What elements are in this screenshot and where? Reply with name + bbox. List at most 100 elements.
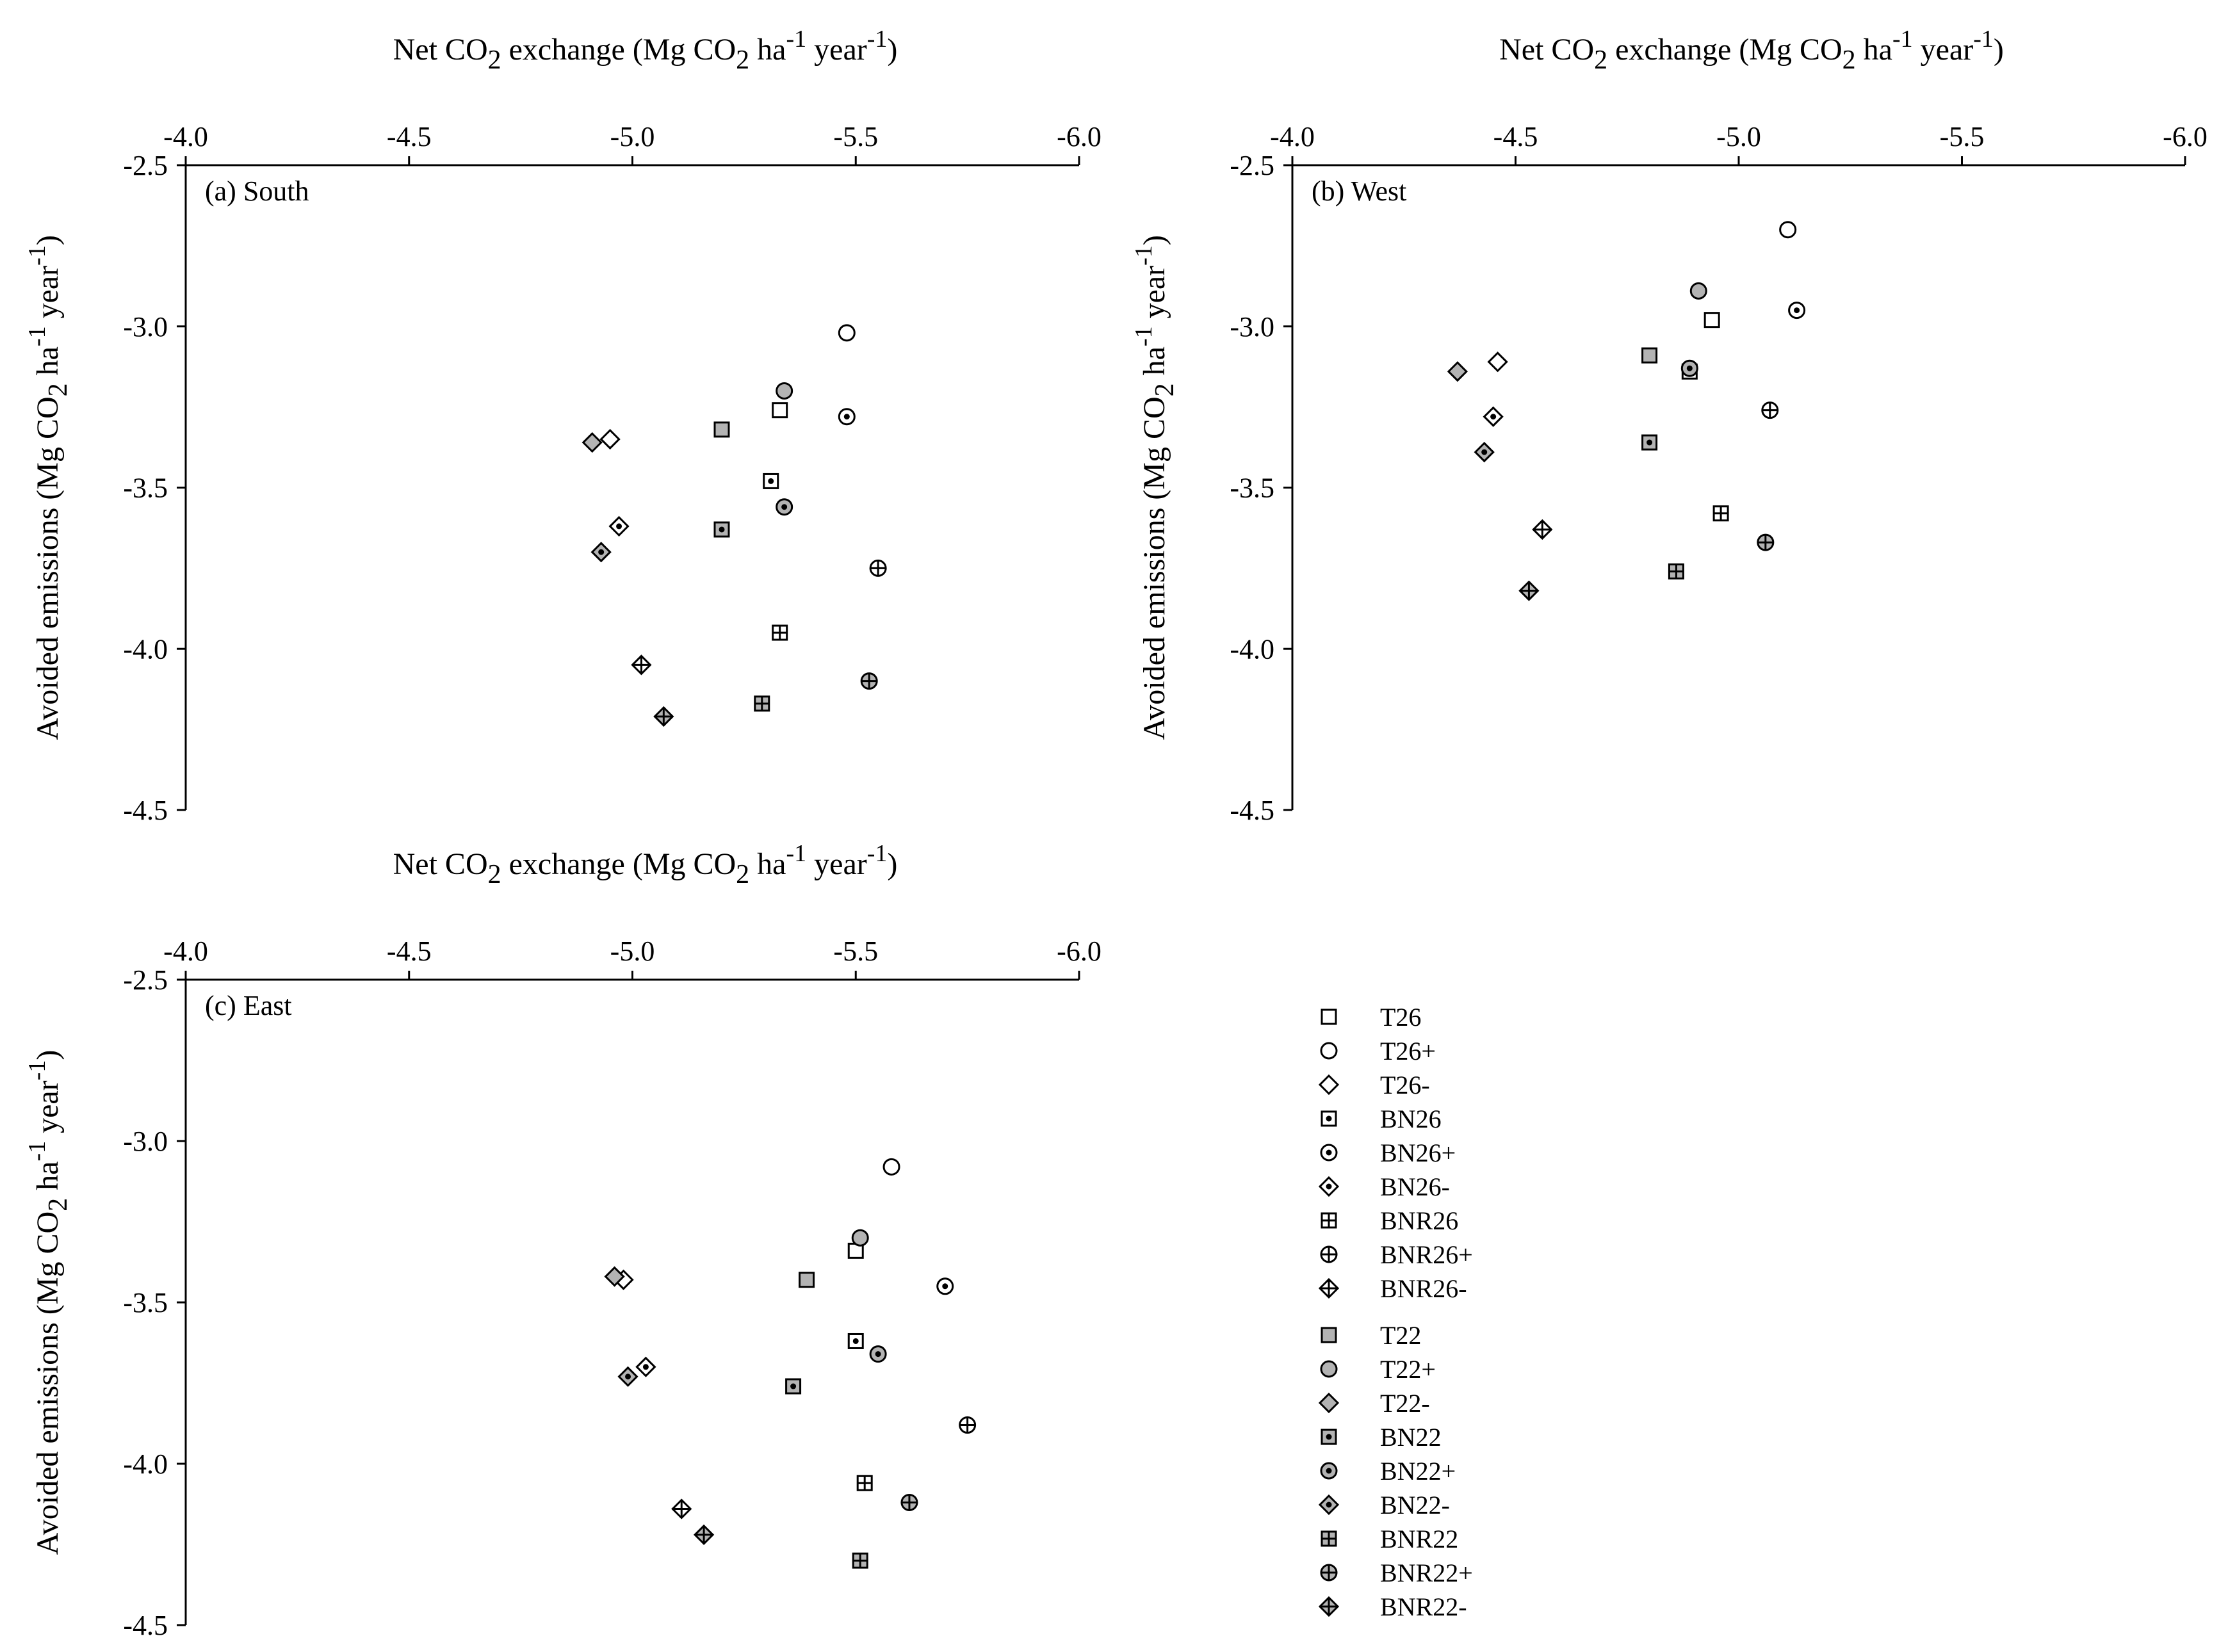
legend-marker <box>1318 1494 1340 1516</box>
x-tick-label: -4.5 <box>387 121 432 152</box>
legend-label: BNR22 <box>1380 1525 1458 1553</box>
data-point-bnr26-plus <box>1761 401 1779 419</box>
data-point-t26-plus <box>882 1158 900 1176</box>
data-point-bn26-plus <box>1788 302 1806 320</box>
panel-label: (a) South <box>205 175 309 207</box>
x-tick-label: -5.0 <box>610 121 655 152</box>
legend-marker <box>1318 1596 1340 1617</box>
x-axis-title: Net CO2 exchange (Mg CO2 ha-1 year-1) <box>1499 26 2004 75</box>
legend-item: BNR26+ <box>1320 1240 1473 1269</box>
data-point-bn22-plus <box>869 1345 887 1363</box>
y-tick-label: -4.0 <box>123 633 168 665</box>
data-point-t22-minus <box>1447 361 1468 382</box>
legend-item: T22- <box>1318 1389 1430 1418</box>
data-point-bnr26-plus <box>959 1416 977 1434</box>
data-point-bnr22-minus <box>653 706 674 727</box>
y-tick-label: -3.0 <box>123 1126 168 1157</box>
y-tick-label: -4.0 <box>1230 633 1274 665</box>
legend-label: BNR26 <box>1380 1206 1458 1235</box>
legend-marker <box>1320 1042 1338 1060</box>
y-tick-label: -2.5 <box>123 150 168 181</box>
data-point-bnr26 <box>1712 505 1729 522</box>
x-tick-label: -5.5 <box>833 121 878 152</box>
legend-item: T26 <box>1321 1003 1421 1032</box>
data-point-bnr22-minus <box>693 1524 715 1546</box>
data-point-bnr26-minus <box>671 1498 692 1519</box>
y-tick-label: -3.0 <box>123 311 168 343</box>
legend-item: BNR26 <box>1321 1206 1458 1235</box>
data-point-bn22 <box>1641 434 1658 451</box>
chart-panel-3: -4.0 -4.5 -5.0 -5.5 -6.0 -2.5 -3.0 -3.5 -4.0 -4.5… <box>24 840 1102 1641</box>
data-point-bn22 <box>713 521 730 538</box>
panels-group: -4.0 -4.5 -5.0 -5.5 -6.0 -2.5 -3.0 -3.5 -4.0 -4.5… <box>24 26 2208 1641</box>
legend-item: BN22+ <box>1320 1457 1456 1486</box>
x-tick-label: -4.0 <box>1270 121 1315 152</box>
x-tick-label: -4.5 <box>387 935 432 967</box>
legend-item: BNR26- <box>1318 1274 1467 1303</box>
legend-item: T26- <box>1318 1071 1430 1099</box>
y-tick-label: -2.5 <box>123 964 168 996</box>
legend-label: T22+ <box>1380 1355 1436 1384</box>
legend-item: T22 <box>1321 1321 1421 1350</box>
y-tick-label: -3.5 <box>123 1287 168 1318</box>
legend-item: BN22 <box>1321 1423 1442 1452</box>
data-point-t22 <box>713 421 730 438</box>
legend-item: BN26 <box>1321 1105 1442 1133</box>
x-axis-title: Net CO2 exchange (Mg CO2 ha-1 year-1) <box>393 26 898 75</box>
data-point-t26-minus <box>599 428 621 450</box>
data-point-bn26-minus <box>608 515 630 537</box>
legend-marker <box>1318 1277 1340 1299</box>
data-point-bn26-minus <box>635 1356 656 1377</box>
legend-item: BN26+ <box>1320 1138 1456 1167</box>
data-point-bn22-minus <box>1474 441 1495 463</box>
legend-label: T26- <box>1380 1071 1430 1099</box>
legend-label: BN22 <box>1380 1423 1442 1452</box>
data-point-bnr26 <box>772 624 788 641</box>
legend: T26 T26+ T26- BN26 BN26+ BN26- BNR26 BNR26+ BNR2… <box>1318 1003 1473 1621</box>
data-point-bnr22-plus <box>900 1493 918 1511</box>
legend-label: T22- <box>1380 1389 1430 1418</box>
y-tick-label: -4.0 <box>123 1448 168 1480</box>
legend-label: BN26- <box>1380 1172 1450 1201</box>
legend-marker <box>1318 1074 1340 1096</box>
legend-item: BN22- <box>1318 1491 1450 1519</box>
x-tick-label: -6.0 <box>2163 121 2208 152</box>
legend-marker <box>1318 1392 1340 1414</box>
legend-item: T26+ <box>1320 1037 1436 1065</box>
y-tick-label: -3.5 <box>123 473 168 504</box>
data-point-bn26-minus <box>1483 406 1504 427</box>
x-tick-label: -6.0 <box>1057 121 1102 152</box>
y-tick-label: -2.5 <box>1230 150 1274 181</box>
data-point-bn26 <box>847 1332 864 1349</box>
legend-marker <box>1320 1462 1338 1480</box>
x-tick-label: -6.0 <box>1057 935 1102 967</box>
legend-marker <box>1321 1530 1337 1547</box>
y-tick-label: -4.5 <box>1230 795 1274 826</box>
legend-marker <box>1320 1144 1338 1162</box>
chart-panel-2: -4.0 -4.5 -5.0 -5.5 -6.0 -2.5 -3.0 -3.5 -4.0 -4.5… <box>1130 26 2208 826</box>
data-point-t22-plus <box>1689 282 1707 300</box>
y-tick-label: -4.5 <box>123 795 168 826</box>
y-axis-title: Avoided emissions (Mg CO2 ha-1 year-1) <box>1130 235 1180 740</box>
data-point-t22-plus <box>776 382 793 400</box>
x-axis-title: Net CO2 exchange (Mg CO2 ha-1 year-1) <box>393 840 898 889</box>
data-point-bn26-plus <box>838 408 856 426</box>
legend-marker <box>1321 1008 1337 1025</box>
data-point-bn22-plus <box>776 498 793 516</box>
legend-label: BN22- <box>1380 1491 1450 1519</box>
data-point-bn26 <box>763 473 779 489</box>
data-point-bn22-minus <box>617 1366 638 1388</box>
data-point-t26 <box>772 402 788 419</box>
data-point-bnr26-minus <box>631 654 652 676</box>
data-point-t22-plus <box>851 1229 869 1247</box>
x-tick-label: -5.5 <box>833 935 878 967</box>
data-point-bnr26-minus <box>1532 519 1553 540</box>
y-axis-title: Avoided emissions (Mg CO2 ha-1 year-1) <box>24 1050 73 1555</box>
legend-marker <box>1321 1327 1337 1343</box>
data-point-t22-minus <box>581 432 603 453</box>
x-tick-label: -4.0 <box>163 121 208 152</box>
data-point-bnr22-plus <box>860 672 878 690</box>
panel-label: (c) East <box>205 990 292 1021</box>
data-point-bnr22 <box>754 695 770 712</box>
data-point-bnr26-plus <box>869 559 887 577</box>
